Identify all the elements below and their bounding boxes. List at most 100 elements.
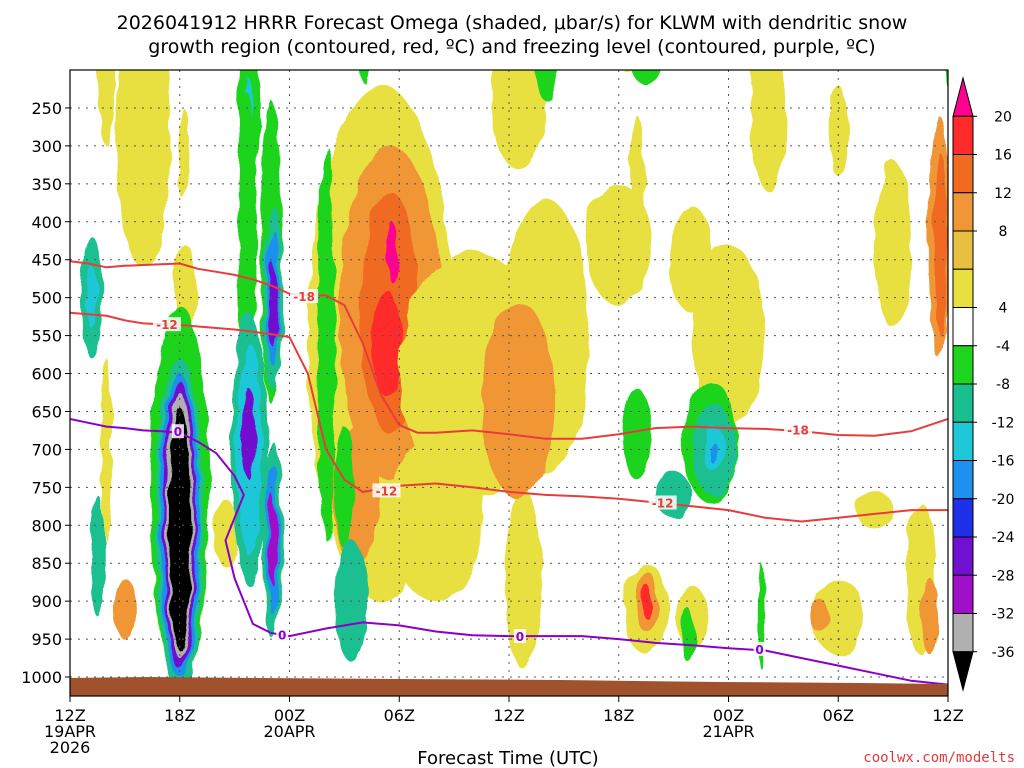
omega-cell: [856, 491, 894, 530]
contour-label: -18: [293, 290, 315, 304]
omega-cell: [115, 70, 171, 268]
x-tick-label: 00Z: [713, 706, 744, 725]
omega-cell: [535, 70, 556, 101]
colorbar-bin: [952, 115, 974, 155]
colorbar-bin: [952, 345, 974, 385]
colorbar: 20 16 12 8 4 -4 -8 -12 -16 -20 -24 -28 -32 -36: [952, 76, 1015, 692]
x-tick-date: 20APR: [263, 722, 315, 741]
colorbar-bin: [952, 230, 974, 270]
y-tick-label: 750: [31, 478, 62, 497]
omega-cell: [505, 487, 542, 670]
omega-cell: [371, 290, 402, 397]
colorbar-bin: [952, 651, 974, 692]
colorbar-bin: [952, 574, 974, 614]
colorbar-bin: [952, 421, 974, 461]
omega-cell: [710, 441, 718, 465]
omega-cell: [655, 472, 692, 518]
y-tick-label: 250: [31, 99, 62, 118]
y-tick-label: 850: [31, 554, 62, 573]
y-tick-label: 800: [31, 516, 62, 535]
x-tick-year: 2026: [50, 738, 91, 757]
x-tick-label: 18Z: [164, 706, 195, 725]
omega-cell: [874, 161, 912, 328]
contour-label: 0: [278, 629, 286, 643]
omega-cell: [168, 407, 191, 651]
y-tick-label: 700: [31, 440, 62, 459]
chart-title-line1: 2026041912 HRRR Forecast Omega (shaded, …: [117, 12, 908, 34]
colorbar-label: -8: [996, 377, 1010, 393]
omega-cell: [113, 578, 136, 640]
omega-cell: [361, 70, 372, 86]
omega-cell: [810, 599, 830, 634]
contour-label-bg: [171, 424, 184, 439]
colorbar-label: -32: [992, 607, 1015, 623]
omega-cell: [629, 115, 645, 237]
colorbar-bin: [952, 307, 974, 347]
colorbar-label: -24: [992, 530, 1015, 546]
omega-cell: [829, 85, 848, 177]
x-tick-label: 12Z: [54, 706, 85, 725]
colorbar-bin: [952, 613, 974, 653]
terrain-surface: [70, 677, 948, 696]
contour-label: 0: [516, 630, 524, 644]
contour-label: 0: [755, 643, 763, 657]
omega-cell: [622, 388, 652, 480]
omega-cell: [944, 70, 948, 93]
colorbar-label: 8: [999, 224, 1008, 240]
colorbar-bin: [952, 536, 974, 576]
contour-label-bg: [753, 641, 766, 656]
contour-labels: -18 -12 -12 -12 -18 0 0 0 0: [152, 289, 813, 657]
contour-label-bg: [648, 495, 677, 510]
colorbar-bin: [952, 498, 974, 538]
colorbar-bin: [952, 460, 974, 500]
x-axis-label: Forecast Time (UTC): [417, 748, 598, 768]
x-tick-date: 21APR: [702, 722, 754, 741]
contour-label-bg: [784, 422, 813, 437]
colorbar-label: -20: [992, 492, 1015, 508]
colorbar-label: -12: [992, 415, 1015, 431]
y-tick-label: 300: [31, 137, 62, 156]
omega-cell: [90, 494, 105, 617]
colorbar-label: -28: [992, 568, 1015, 584]
contour-label: -12: [376, 484, 398, 498]
x-tick-label: 18Z: [603, 706, 634, 725]
x-tick-date: 19APR: [44, 722, 96, 741]
x-tick-label: 00Z: [274, 706, 305, 725]
omega-cell: [680, 608, 696, 662]
omega-cell: [631, 70, 661, 86]
omega-cell: [333, 426, 356, 549]
omega-cell: [669, 206, 714, 313]
omega-shading: [80, 70, 948, 693]
omega-cell: [101, 358, 113, 541]
omega-cell: [481, 301, 555, 499]
colorbar-label: 4: [999, 301, 1008, 317]
omega-cell: [622, 70, 634, 74]
colorbar-label: -36: [992, 645, 1015, 661]
contour-label: 0: [174, 425, 182, 439]
y-tick-label: 1000: [21, 668, 62, 687]
colorbar-bin: [952, 154, 974, 194]
contour-label: -18: [787, 424, 809, 438]
colorbar-label: -4: [996, 339, 1010, 355]
colorbar-label: -16: [992, 454, 1015, 470]
y-tick-label: 450: [31, 251, 62, 270]
contour-label-bg: [276, 627, 289, 642]
omega-cell: [386, 221, 398, 283]
omega-cell: [920, 578, 939, 655]
colorbar-bin: [952, 268, 974, 308]
colorbar-label: 12: [994, 186, 1012, 202]
omega-cell: [316, 145, 336, 541]
contour-line: [70, 418, 948, 686]
colorbar-bin: [952, 383, 974, 423]
x-tick-label: 06Z: [384, 706, 415, 725]
colorbar-label: 20: [994, 109, 1012, 125]
y-tick-label: 600: [31, 365, 62, 384]
omega-cell: [388, 434, 484, 602]
credit-text: coolwx.com/modelts: [863, 750, 1015, 766]
omega-cell: [934, 153, 948, 336]
colorbar-bin: [952, 192, 974, 232]
omega-cell: [214, 498, 237, 568]
y-tick-label: 950: [31, 630, 62, 649]
